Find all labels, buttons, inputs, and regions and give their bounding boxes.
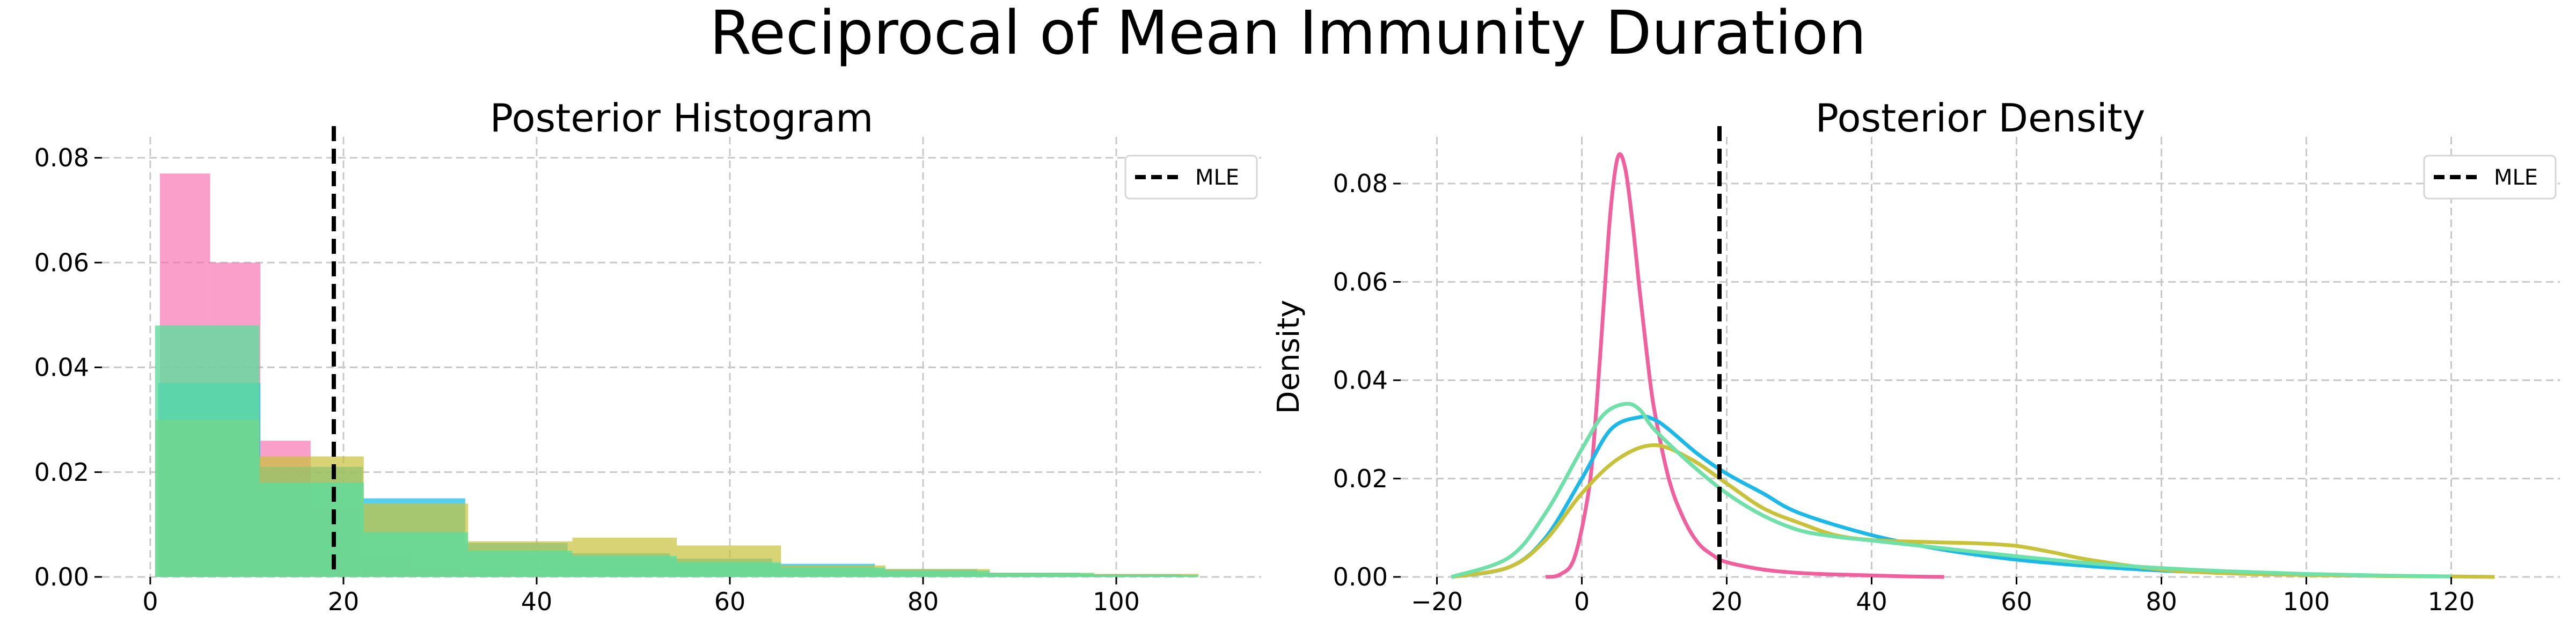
density-x-tick-label: 100 xyxy=(2283,587,2330,616)
histogram-x-tick-label: 20 xyxy=(328,587,360,616)
histogram-title: Posterior Histogram xyxy=(490,96,874,141)
density-x-tick-label: 60 xyxy=(2001,587,2032,616)
histogram-bar-series-4 xyxy=(468,551,573,577)
histogram-y-tick-label: 0.08 xyxy=(34,143,89,172)
density-x-tick-label: 0 xyxy=(1574,587,1590,616)
histogram-bar-series-4 xyxy=(363,532,469,577)
histogram-x-tick-label: 40 xyxy=(521,587,553,616)
histogram-axes: Posterior Histogram 0 20 40 60 80 100 0.000.0… xyxy=(34,96,1261,616)
histogram-bar-series-4 xyxy=(259,482,364,577)
density-legend: MLE xyxy=(2423,155,2557,200)
density-x-ticks: −20 0 20 40 60 80 100 120 xyxy=(1411,577,2475,616)
density-curve-series-1 xyxy=(1545,152,1944,579)
histogram-x-tick-label: 60 xyxy=(714,587,746,616)
histogram-legend: MLE xyxy=(1124,155,1258,200)
histogram-x-ticks: 0 20 40 60 80 100 xyxy=(142,577,1140,616)
histogram-x-tick-label: 0 xyxy=(142,587,158,616)
histogram-bar-series-4 xyxy=(781,567,885,577)
histogram-y-tick-label: 0.00 xyxy=(34,562,89,591)
histogram-y-tick-label: 0.06 xyxy=(34,248,89,277)
density-legend-box xyxy=(2423,155,2557,200)
histogram-bar-series-4 xyxy=(1094,575,1198,577)
histogram-legend-box xyxy=(1124,155,1258,200)
histogram-legend-mle-label: MLE xyxy=(1195,165,1239,190)
density-x-tick-label: 80 xyxy=(2146,587,2177,616)
histogram-bar-series-4 xyxy=(572,555,677,577)
histogram-bar-series-4 xyxy=(677,562,781,577)
density-gridlines xyxy=(1401,137,2560,578)
density-y-ticks: 0.00 0.02 0.04 0.06 0.08 xyxy=(1333,169,1401,591)
histogram-y-tick-label: 0.02 xyxy=(34,458,89,487)
density-legend-mle-label: MLE xyxy=(2494,165,2538,190)
density-y-tick-label: 0.02 xyxy=(1333,464,1388,493)
histogram-y-ticks: 0.00 0.02 0.04 0.06 0.08 xyxy=(34,143,102,591)
histogram-y-tick-label: 0.04 xyxy=(34,353,89,382)
histogram-x-tick-label: 80 xyxy=(908,587,939,616)
density-curve-series-2 xyxy=(1451,414,2451,579)
density-title: Posterior Density xyxy=(1816,96,2146,141)
density-x-tick-label: −20 xyxy=(1411,587,1463,616)
density-x-tick-label: 40 xyxy=(1856,587,1887,616)
histogram-x-tick-label: 100 xyxy=(1093,587,1140,616)
figure-title: Reciprocal of Mean Immunity Duration xyxy=(709,0,1866,68)
density-y-tick-label: 0.06 xyxy=(1333,267,1388,296)
density-axes: Posterior Density Density −20 0 20 40 60 80 10… xyxy=(1271,96,2560,616)
density-curve-series-4 xyxy=(1451,401,2451,579)
density-curve-series-3 xyxy=(1451,443,2495,579)
density-y-axis-label: Density xyxy=(1271,300,1306,414)
density-x-tick-label: 20 xyxy=(1711,587,1743,616)
density-y-tick-label: 0.08 xyxy=(1333,169,1388,198)
histogram-bar-series-4 xyxy=(155,325,260,577)
density-x-tick-label: 120 xyxy=(2428,587,2475,616)
histogram-bar-series-4 xyxy=(990,573,1094,577)
density-y-tick-label: 0.00 xyxy=(1333,562,1388,591)
density-curves xyxy=(1451,152,2495,579)
histogram-bars xyxy=(155,173,1198,577)
histogram-bar-series-4 xyxy=(885,570,990,577)
density-y-tick-label: 0.04 xyxy=(1333,366,1388,395)
